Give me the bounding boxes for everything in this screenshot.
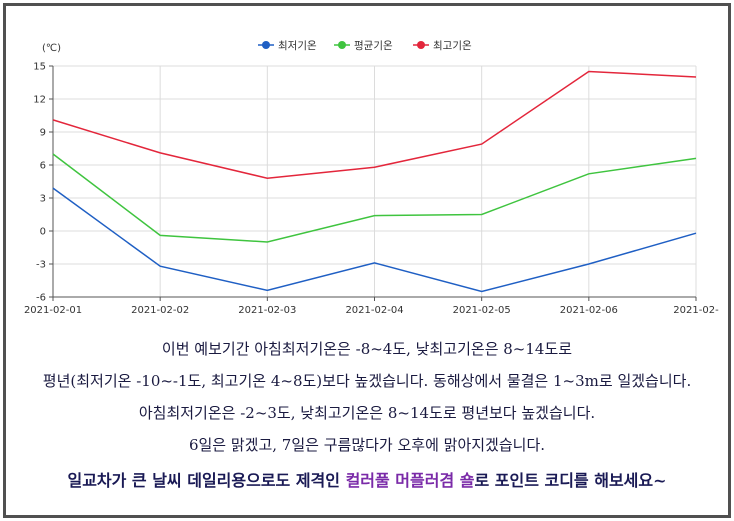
legend-marker-2 (338, 41, 346, 49)
x-tick-label: 2021-02-01 (24, 305, 82, 316)
legend-label-3: 최고기온 (433, 40, 472, 52)
x-tick-label: 2021-02-02 (131, 305, 189, 316)
series-line-2 (52, 153, 697, 243)
caption-line-1: 이번 예보기간 아침최저기온은 -8~4도, 낮최고기온은 8~14도로 (161, 340, 573, 358)
caption-line-5-start: 일교차가 큰 날씨 데일리용으로도 제격인 (67, 471, 346, 490)
x-tick-label: 2021-02-05 (453, 305, 511, 316)
y-unit-label: (℃) (42, 43, 61, 54)
outer-frame (3, 3, 731, 518)
y-tick-label: -3 (36, 260, 46, 271)
series-line-3 (52, 70, 697, 179)
chart-axes: -6 -3 0 3 6 9 12 15 2021-02-01 2021-02-02 2021-02-… (24, 62, 719, 317)
x-tick-label: 2021-02-03 (238, 305, 296, 316)
caption-line-4: 6일은 맑겠고, 7일은 구름많다가 오후에 맑아지겠습니다. (188, 436, 546, 454)
y-tick-label: 3 (40, 194, 46, 205)
x-tick-label: 2021-02-04 (345, 305, 403, 316)
caption-line-5: 일교차가 큰 날씨 데일리용으로도 제격인 컬러풀 머플러겸 숄로 포인트 코디… (0, 467, 734, 491)
legend-label-2: 평균기온 (354, 40, 393, 52)
y-tick-label: 6 (40, 161, 46, 172)
temperature-line-chart: -6 -3 0 3 6 9 12 15 2021-02-01 2021-02-02 2021-02-… (24, 40, 719, 317)
caption-line-3: 아침최저기온은 -2~3도, 낮최고기온은 8~14도로 평년보다 높겠습니다. (138, 404, 596, 422)
y-tick-label: 0 (40, 227, 46, 238)
caption-line-5-end: 로 포인트 코디를 해보세요~ (474, 471, 667, 490)
y-tick-label: 15 (33, 62, 46, 73)
y-tick-label: 9 (40, 128, 46, 139)
legend-marker-1 (262, 41, 270, 49)
y-tick-label: -6 (36, 293, 46, 304)
chart-series (52, 70, 697, 293)
legend-label-1: 최저기온 (278, 40, 317, 52)
chart-legend: 최저기온 평균기온 최고기온 (258, 40, 472, 52)
legend-marker-3 (417, 41, 425, 49)
series-line-1 (52, 187, 697, 293)
x-tick-label: 2021-02-06 (560, 305, 618, 316)
caption-line-2: 평년(최저기온 -10~-1도, 최고기온 4~8도)보다 높겠습니다. 동해상… (42, 372, 692, 390)
x-tick-label: 2021-02- (673, 305, 719, 316)
caption-line-5-highlight: 컬러풀 머플러겸 숄 (345, 471, 475, 490)
y-tick-label: 12 (33, 95, 46, 106)
